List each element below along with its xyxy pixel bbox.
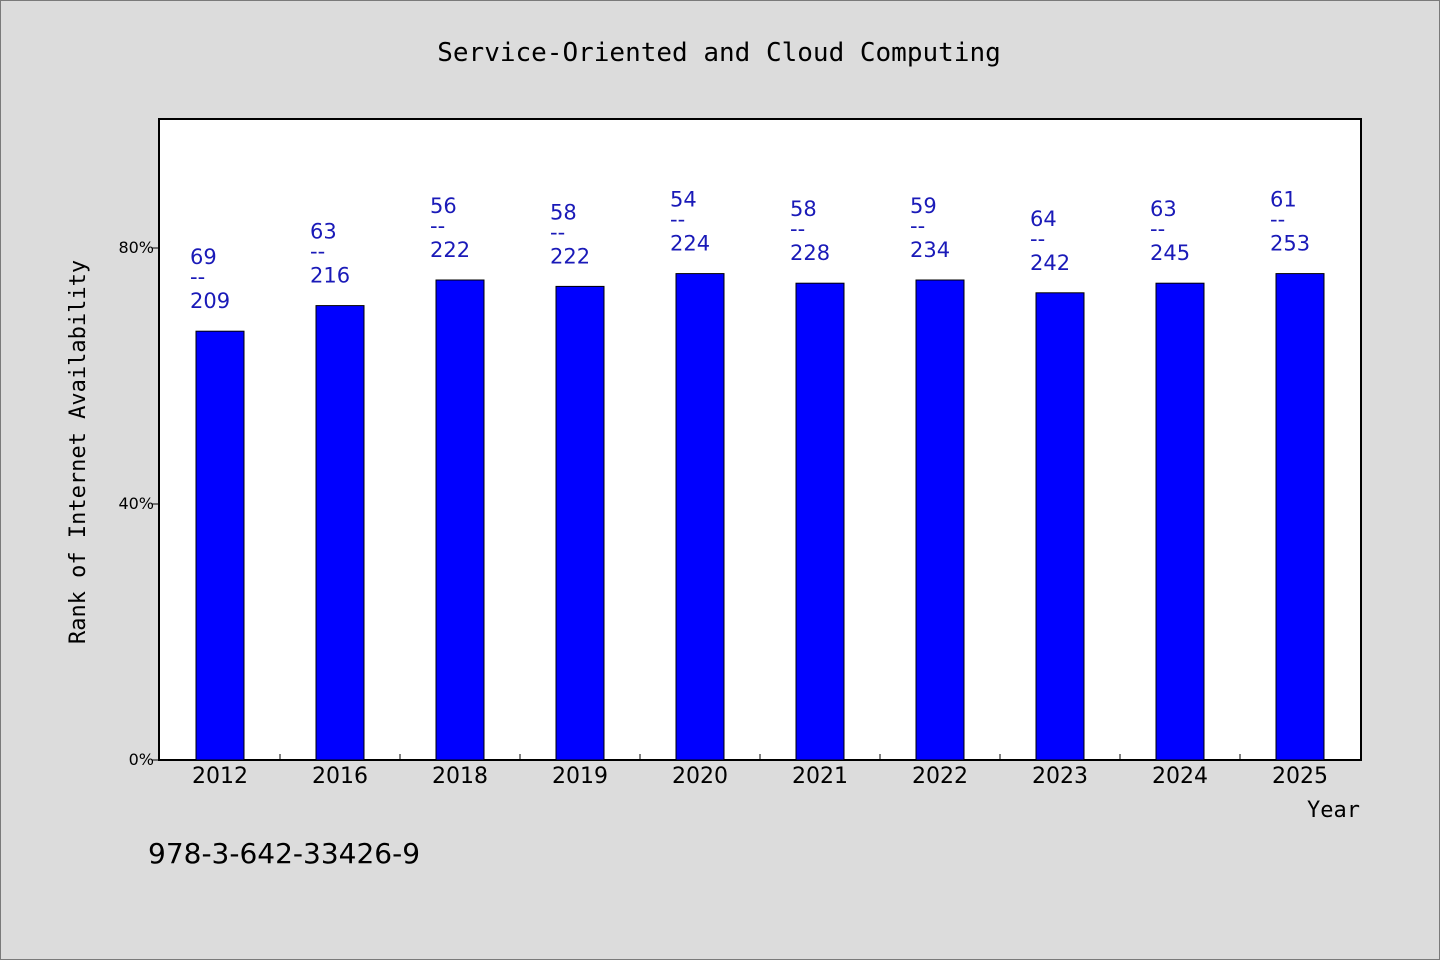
bar-label-separator: -- — [1030, 227, 1045, 251]
bar-label-bottom: 245 — [1150, 241, 1190, 265]
chart-title: Service-Oriented and Cloud Computing — [437, 38, 1001, 68]
bar-label-bottom: 253 — [1270, 232, 1310, 256]
y-tick-label: 0% — [129, 750, 154, 769]
bar-label-separator: -- — [670, 208, 685, 232]
bar-label-separator: -- — [910, 214, 925, 238]
x-tick-label: 2020 — [672, 764, 728, 789]
bar-label-bottom: 222 — [430, 238, 470, 262]
bar-label-top: 64 — [1030, 207, 1057, 231]
bar-label-bottom: 234 — [910, 238, 950, 262]
bar-label-separator: -- — [430, 214, 445, 238]
y-axis: 0% 40% 80% — [118, 238, 160, 769]
x-tick-label: 2024 — [1152, 764, 1208, 789]
x-tick-label: 2025 — [1272, 764, 1328, 789]
bar-label-top: 56 — [430, 194, 457, 218]
y-tick-label: 40% — [118, 494, 154, 513]
bar-label-separator: -- — [310, 240, 325, 264]
x-tick-label: 2012 — [192, 764, 248, 789]
bar — [915, 279, 965, 761]
x-tick-label: 2023 — [1032, 764, 1088, 789]
bar-label-separator: -- — [1270, 208, 1285, 232]
bar — [1155, 282, 1205, 761]
bar — [555, 285, 605, 761]
bar-label-bottom: 242 — [1030, 251, 1070, 275]
bar — [1275, 273, 1325, 761]
y-axis-label: Rank of Internet Availability — [66, 260, 91, 644]
x-axis: 2012 2016 2018 2019 2020 2021 2022 2023 2024 2025 — [192, 754, 1328, 789]
bar-label-top: 58 — [790, 197, 817, 221]
bar — [315, 305, 365, 761]
bar-label-separator: -- — [190, 265, 205, 289]
bar-label-top: 69 — [190, 245, 217, 269]
bar-label-separator: -- — [550, 220, 565, 244]
bar-label-separator: -- — [1150, 217, 1165, 241]
x-tick-label: 2021 — [792, 764, 848, 789]
bar — [675, 273, 725, 761]
bar — [795, 282, 845, 761]
bar-label-top: 54 — [670, 188, 697, 212]
isbn-label: 978-3-642-33426-9 — [148, 837, 420, 870]
x-tick-label: 2022 — [912, 764, 968, 789]
bar-label-bottom: 224 — [670, 232, 710, 256]
bar-label-bottom: 209 — [190, 289, 230, 313]
bar-label-bottom: 216 — [310, 264, 350, 288]
bar-label-separator: -- — [790, 217, 805, 241]
bar-label-top: 63 — [310, 220, 337, 244]
x-tick-label: 2016 — [312, 764, 368, 789]
bar-labels: 69--20963--21656--22258--22254--22458--2… — [190, 188, 1310, 314]
bar-label-bottom: 228 — [790, 241, 830, 265]
bar — [1035, 292, 1085, 761]
bar — [195, 330, 245, 761]
bar-label-top: 61 — [1270, 188, 1297, 212]
bars — [195, 273, 1325, 761]
x-axis-label: Year — [1307, 798, 1360, 823]
x-tick-label: 2018 — [432, 764, 488, 789]
bar-label-top: 63 — [1150, 197, 1177, 221]
bar — [435, 279, 485, 761]
x-tick-label: 2019 — [552, 764, 608, 789]
bar-label-bottom: 222 — [550, 244, 590, 268]
bar-label-top: 58 — [550, 200, 577, 224]
bar-label-top: 59 — [910, 194, 937, 218]
y-tick-label: 80% — [118, 238, 154, 257]
